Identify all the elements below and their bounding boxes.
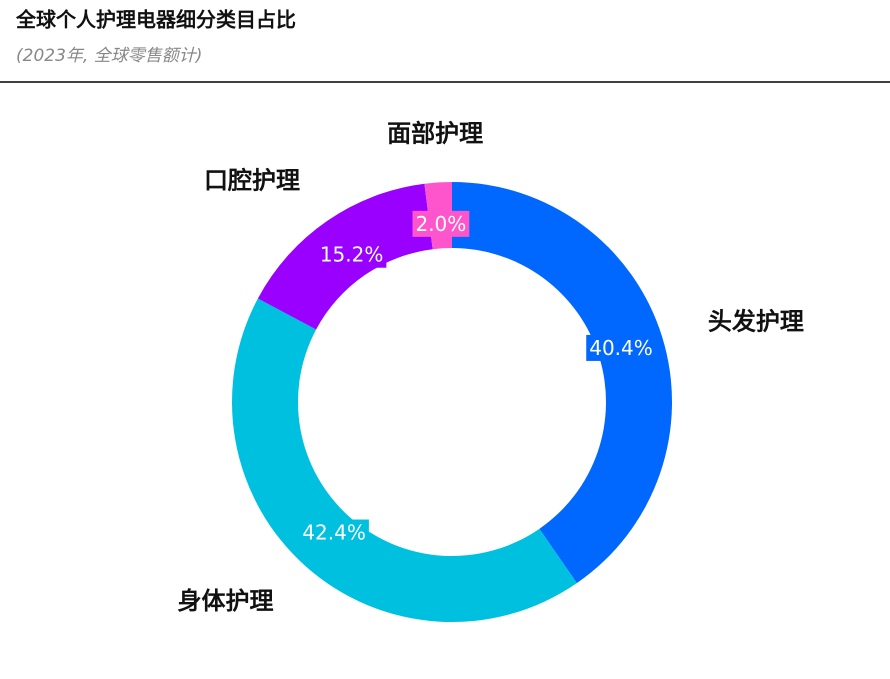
donut-slice (452, 182, 673, 584)
value-label: 40.4% (589, 336, 653, 360)
value-label: 2.0% (415, 212, 466, 236)
value-label-bg (299, 519, 369, 546)
category-label: 头发护理 (708, 307, 804, 335)
chart-subtitle: (2023年, 全球零售额计) (16, 46, 202, 66)
donut-slice (231, 298, 577, 623)
value-label: 15.2% (320, 243, 384, 267)
value-label-bg (412, 210, 470, 237)
category-label: 面部护理 (387, 120, 483, 148)
value-label-bg (586, 334, 656, 361)
category-label: 口腔护理 (204, 166, 300, 194)
chart-title: 全球个人护理电器细分类目占比 (15, 8, 296, 32)
value-label: 42.4% (302, 521, 366, 545)
category-label: 身体护理 (178, 587, 274, 615)
value-label-bg (316, 241, 387, 268)
